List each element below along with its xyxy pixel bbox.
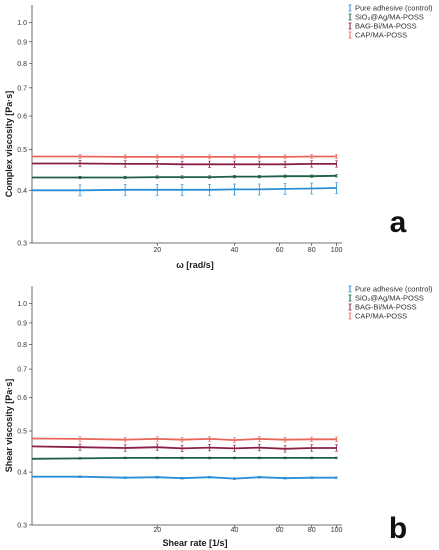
y-tick-label: 0.5 bbox=[17, 429, 27, 436]
y-tick-label: 1.0 bbox=[17, 301, 27, 308]
series-line bbox=[31, 437, 337, 442]
x-tick-label: 20 bbox=[153, 247, 161, 254]
x-tick-label: 100 bbox=[331, 527, 343, 534]
y-axis-title: Shear viscosity [Pa·s] bbox=[4, 379, 14, 473]
legend: Pure adhesive (control)SiO₂@Ag/MA-POSSBA… bbox=[348, 285, 433, 321]
legend: Pure adhesive (control)SiO₂@Ag/MA-POSSBA… bbox=[348, 4, 433, 40]
legend-entry: Pure adhesive (control) bbox=[355, 4, 433, 13]
series-1 bbox=[32, 174, 339, 180]
series-line bbox=[32, 475, 337, 480]
y-tick-label: 0.6 bbox=[17, 395, 27, 402]
legend-entry: Pure adhesive (control) bbox=[355, 285, 433, 294]
y-tick-label: 0.5 bbox=[17, 147, 27, 154]
chart-panel-a: 0.3 0.4 0.5 0.6 0.7 0.8 0.9 1.0 20 40 60 80 100 ω [ra… bbox=[4, 4, 433, 271]
series-line bbox=[31, 445, 337, 450]
y-tick-label: 0.4 bbox=[17, 188, 27, 195]
y-tick-label: 0.3 bbox=[17, 523, 27, 530]
y-tick-label: 0.8 bbox=[17, 342, 27, 349]
legend-entry: BAG-Bi/MA-POSS bbox=[355, 303, 417, 312]
x-axis-title: ω [rad/s] bbox=[176, 260, 214, 270]
legend-entry: CAP/MA-POSS bbox=[355, 312, 407, 321]
y-tick-label: 0.7 bbox=[17, 367, 27, 374]
legend-entry: SiO₂@Ag/MA-POSS bbox=[355, 294, 424, 303]
legend-entry: SiO₂@Ag/MA-POSS bbox=[355, 13, 424, 22]
y-tick-label: 0.3 bbox=[17, 241, 27, 248]
y-tick-label: 0.8 bbox=[17, 61, 27, 68]
y-tick-label: 0.9 bbox=[17, 39, 27, 46]
x-axis-title: Shear rate [1/s] bbox=[162, 538, 227, 548]
x-tick-label: 100 bbox=[331, 247, 343, 254]
y-tick-label: 0.4 bbox=[17, 470, 27, 477]
x-tick-label: 40 bbox=[231, 527, 239, 534]
series-2 bbox=[32, 160, 339, 168]
series-3 bbox=[32, 154, 339, 160]
legend-entry: CAP/MA-POSS bbox=[355, 31, 407, 40]
y-axis-title: Complex viscosity [Pa·s] bbox=[4, 91, 14, 198]
series-1 bbox=[31, 456, 339, 460]
series-0 bbox=[32, 182, 339, 197]
x-tick-label: 60 bbox=[276, 527, 284, 534]
chart-panel-b: 0.3 0.4 0.5 0.6 0.7 0.8 0.9 1.0 20 40 60 80 100 Shear… bbox=[4, 285, 433, 549]
series-0 bbox=[32, 475, 339, 480]
y-tick-label: 0.6 bbox=[17, 114, 27, 121]
x-tick-label: 40 bbox=[231, 247, 239, 254]
series-line bbox=[31, 456, 337, 460]
y-tick-label: 1.0 bbox=[17, 20, 27, 27]
x-tick-label: 60 bbox=[276, 247, 284, 254]
x-tick-label: 80 bbox=[308, 247, 316, 254]
panel-letter: a bbox=[390, 206, 407, 239]
x-tick-label: 80 bbox=[308, 527, 316, 534]
panel-letter: b bbox=[389, 512, 407, 545]
x-tick-label: 20 bbox=[153, 527, 161, 534]
y-tick-label: 0.9 bbox=[17, 320, 27, 327]
series-line bbox=[32, 187, 337, 192]
series-line bbox=[32, 162, 337, 166]
series-2 bbox=[31, 443, 339, 453]
series-3 bbox=[31, 436, 339, 443]
series-line bbox=[32, 174, 337, 179]
legend-entry: BAG-Bi/MA-POSS bbox=[355, 22, 417, 31]
y-tick-label: 0.7 bbox=[17, 85, 27, 92]
